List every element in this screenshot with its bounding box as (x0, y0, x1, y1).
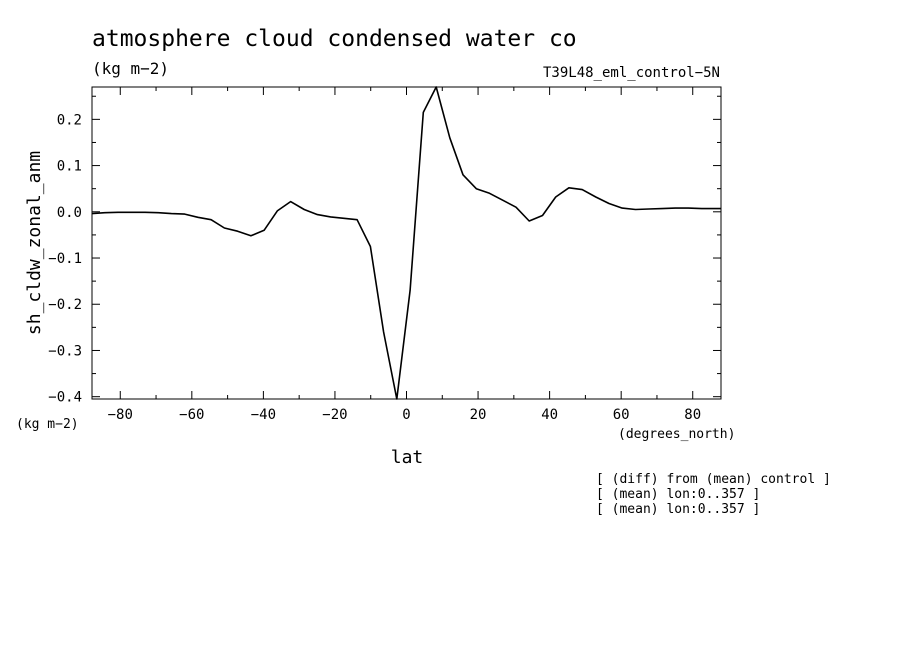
x-tick-label: 20 (470, 407, 487, 423)
y-tick-label: −0.2 (48, 297, 82, 313)
series-layer (91, 86, 721, 400)
y-tick-labels: −0.4 −0.3 −0.2 −0.1 0.0 0.1 0.2 (48, 112, 82, 405)
x-tick-label: −40 (251, 407, 276, 423)
note-line-3: [ (mean) lon:0..357 ] (596, 502, 760, 517)
y-axis-label: sh_cldw_zonal_anm (24, 151, 45, 335)
x-tick-label: −20 (322, 407, 347, 423)
y-tick-label: −0.4 (48, 390, 82, 406)
series-line (91, 86, 721, 400)
x-tick-label: −60 (179, 407, 204, 423)
y-tick-label: −0.1 (48, 251, 82, 267)
y-tick-label: 0.2 (57, 112, 82, 128)
y-tick-label: 0.0 (57, 205, 82, 221)
note-line-1: [ (diff) from (mean) control ] (596, 472, 831, 487)
chart-units: (kg m−2) (92, 59, 169, 78)
y-units-label: (kg m−2) (16, 417, 79, 432)
x-tick-label: 60 (613, 407, 630, 423)
axis-ticks (92, 87, 721, 399)
note-line-2: [ (mean) lon:0..357 ] (596, 487, 760, 502)
x-tick-label: −80 (108, 407, 133, 423)
y-tick-label: 0.1 (57, 159, 82, 175)
chart-subtitle: T39L48_eml_control−5N (543, 65, 720, 81)
chart-title: atmosphere cloud condensed water co (92, 26, 577, 52)
y-tick-label: −0.3 (48, 343, 82, 359)
x-tick-label: 40 (541, 407, 558, 423)
x-tick-label: 0 (402, 407, 410, 423)
x-axis-label: lat (391, 447, 424, 468)
plot-frame (91, 86, 722, 400)
x-tick-label: 80 (684, 407, 701, 423)
x-tick-labels: −80 −60 −40 −20 0 20 40 60 80 (108, 407, 702, 423)
x-units-label: (degrees_north) (618, 427, 735, 442)
